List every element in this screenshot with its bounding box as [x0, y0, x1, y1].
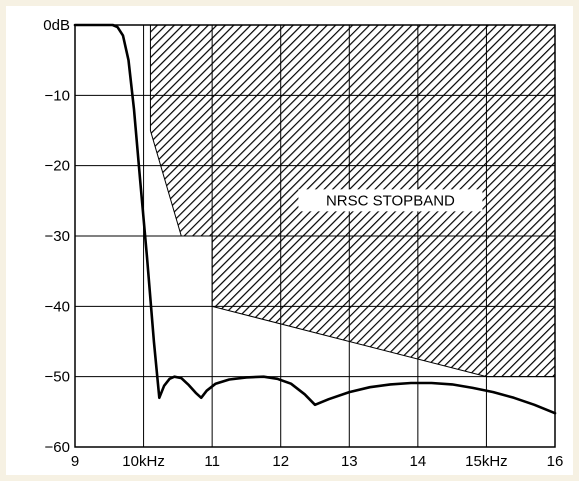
y-tick-label-4: −40	[45, 298, 70, 315]
tick-labels-layer: 9 10kHz 11 12 13 14 15kHz 16 0dB −10 −20 −30 −40 −50 −…	[43, 17, 563, 470]
x-tick-label-5: 14	[410, 453, 427, 470]
x-tick-label-2: 11	[204, 453, 220, 470]
grid-layer	[74, 24, 556, 448]
y-tick-label-0: 0dB	[43, 17, 70, 34]
y-tick-label-6: −60	[45, 439, 70, 456]
y-tick-label-2: −20	[45, 158, 70, 175]
plot-border	[74, 24, 556, 448]
response-chart: 9 10kHz 11 12 13 14 15kHz 16 0dB −10 −20 −30 −40 −50 −…	[43, 17, 563, 470]
x-tick-label-4: 13	[341, 453, 358, 470]
stopband-label: NRSC STOPBAND	[326, 192, 455, 209]
x-tick-label-6: 15kHz	[465, 453, 508, 470]
chart-frame: 9 10kHz 11 12 13 14 15kHz 16 0dB −10 −20 −30 −40 −50 −…	[6, 6, 573, 475]
y-tick-label-5: −50	[45, 369, 70, 386]
y-tick-label-3: −30	[45, 228, 70, 245]
series-layer	[73, 23, 557, 415]
y-tick-label-1: −10	[45, 87, 70, 104]
response-curve-0	[73, 23, 557, 415]
x-tick-label-0: 9	[71, 453, 79, 470]
x-tick-label-3: 12	[272, 453, 289, 470]
x-tick-label-7: 16	[547, 453, 564, 470]
stopband-label-background	[298, 189, 483, 212]
x-tick-label-1: 10kHz	[122, 453, 165, 470]
